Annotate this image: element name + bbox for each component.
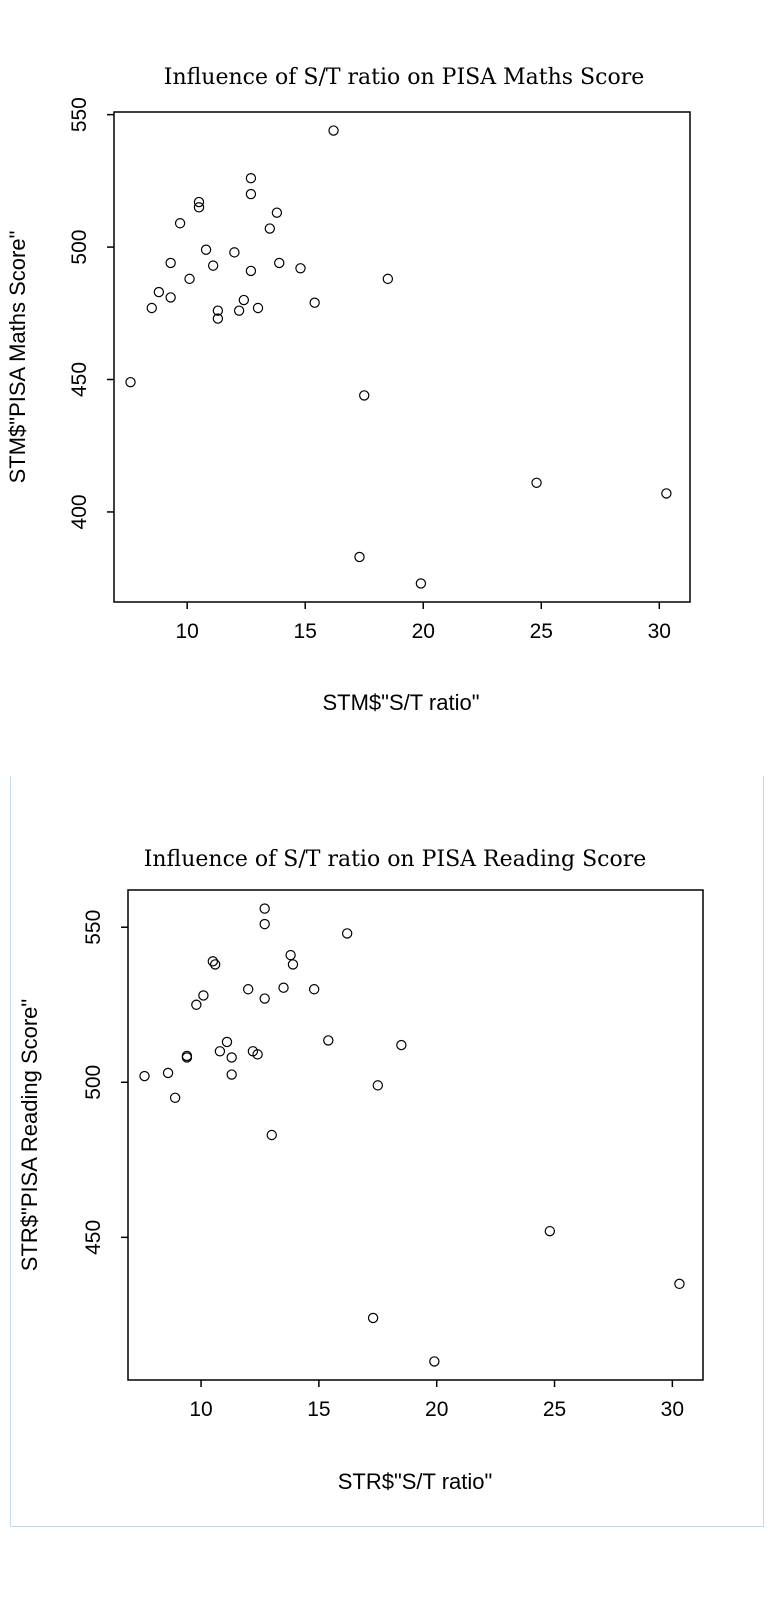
- scatter-point: [285, 949, 296, 961]
- x-axis-title: STM$"S/T ratio": [322, 690, 479, 715]
- y-tick-label: 550: [82, 910, 105, 945]
- scatter-point: [354, 551, 365, 563]
- scatter-point: [165, 292, 176, 303]
- x-axis: 10 15 20 25 30: [176, 602, 671, 643]
- scatter-point: [372, 1080, 383, 1091]
- scatter-point: [674, 1278, 685, 1290]
- y-axis: 450 500 550: [82, 910, 128, 1255]
- scatter-point: [226, 1069, 237, 1080]
- scatter-point: [184, 273, 195, 285]
- scatter-point: [162, 1067, 174, 1079]
- scatter-point: [207, 260, 219, 271]
- scatter-point: [287, 959, 299, 970]
- x-tick-label: 15: [294, 620, 317, 643]
- scatter-point: [153, 286, 165, 298]
- x-tick-label: 30: [648, 620, 671, 643]
- scatter-point: [309, 297, 320, 308]
- x-tick-label: 30: [661, 1398, 684, 1421]
- scatter-point: [212, 313, 224, 324]
- scatter-point: [264, 223, 276, 234]
- scatter-point: [191, 999, 202, 1010]
- scatter-point: [207, 956, 219, 967]
- chart-title: Influence of S/T ratio on PISA Reading S…: [144, 847, 647, 872]
- scatter-point: [245, 173, 257, 184]
- data-points: [125, 125, 672, 589]
- y-tick-label: 450: [68, 362, 91, 397]
- scatter-point: [308, 984, 320, 995]
- scatter-point: [238, 294, 250, 306]
- scatter-point: [233, 305, 245, 316]
- scatter-point: [544, 1225, 556, 1237]
- scatter-point: [252, 1049, 263, 1060]
- scatter-point: [229, 247, 240, 258]
- scatter-point: [212, 305, 224, 316]
- y-axis-title: STM$"PISA Maths Score": [5, 231, 30, 484]
- x-tick-label: 10: [189, 1398, 212, 1421]
- x-tick-label: 10: [176, 620, 199, 643]
- scatter-point: [278, 982, 289, 993]
- scatter-point: [274, 257, 285, 269]
- scatter-point: [429, 1356, 440, 1367]
- scatter-point: [193, 196, 205, 208]
- y-tick-label: 500: [68, 230, 91, 265]
- scatter-point: [341, 928, 353, 939]
- x-tick-label: 25: [543, 1398, 566, 1421]
- scatter-point: [367, 1312, 379, 1324]
- y-tick-label: 450: [82, 1220, 105, 1255]
- scatter-point: [323, 1035, 334, 1046]
- scatter-point: [125, 376, 136, 388]
- scatter-point: [328, 125, 339, 136]
- scatter-point: [209, 959, 221, 970]
- scatter-point: [295, 263, 306, 274]
- x-tick-label: 20: [412, 620, 435, 643]
- x-axis: 10 15 20 25 30: [189, 1380, 684, 1421]
- scatter-point: [146, 302, 157, 314]
- plot-frame: [127, 889, 704, 1381]
- maths-chart-panel: Influence of S/T ratio on PISA Maths Sco…: [0, 0, 784, 760]
- x-axis-title: STR$"S/T ratio": [338, 1469, 493, 1494]
- scatter-point: [226, 1052, 237, 1063]
- scatter-point: [174, 218, 186, 229]
- scatter-point: [271, 207, 283, 218]
- scatter-point: [169, 1092, 181, 1103]
- scatter-point: [259, 918, 270, 930]
- y-axis: 400 450 500 550: [68, 97, 114, 529]
- y-tick-label: 400: [68, 494, 91, 529]
- y-tick-label: 500: [82, 1065, 105, 1100]
- reading-chart-panel: Influence of S/T ratio on PISA Reading S…: [10, 776, 764, 1527]
- scatter-point: [415, 578, 427, 589]
- scatter-point: [259, 903, 270, 914]
- scatter-point: [382, 273, 394, 285]
- chart-title: Influence of S/T ratio on PISA Maths Sco…: [164, 65, 644, 90]
- scatter-point: [245, 265, 257, 277]
- scatter-point: [181, 1050, 193, 1062]
- scatter-point: [139, 1070, 150, 1082]
- scatter-point: [214, 1046, 226, 1057]
- scatter-point: [396, 1039, 407, 1051]
- scatter-point: [252, 302, 264, 314]
- y-tick-label: 550: [68, 97, 91, 132]
- scatter-point: [531, 477, 542, 489]
- scatter-point: [245, 188, 257, 200]
- scatter-point: [259, 993, 270, 1004]
- scatter-point: [359, 390, 370, 401]
- data-points: [139, 903, 685, 1367]
- plot-frame: [113, 111, 691, 603]
- x-tick-label: 25: [530, 620, 553, 643]
- scatter-point: [242, 984, 254, 995]
- scatter-point: [221, 1036, 233, 1048]
- reading-scatter-chart: Influence of S/T ratio on PISA Reading S…: [17, 847, 704, 1494]
- scatter-point: [193, 202, 205, 213]
- scatter-point: [198, 990, 209, 1001]
- y-axis-title: STR$"PISA Reading Score": [17, 999, 42, 1271]
- x-tick-label: 20: [425, 1398, 448, 1421]
- scatter-point: [165, 257, 176, 269]
- maths-scatter-chart: Influence of S/T ratio on PISA Maths Sco…: [5, 65, 691, 715]
- scatter-point: [661, 488, 672, 499]
- scatter-point: [200, 244, 212, 255]
- scatter-point: [266, 1129, 277, 1141]
- x-tick-label: 15: [307, 1398, 330, 1421]
